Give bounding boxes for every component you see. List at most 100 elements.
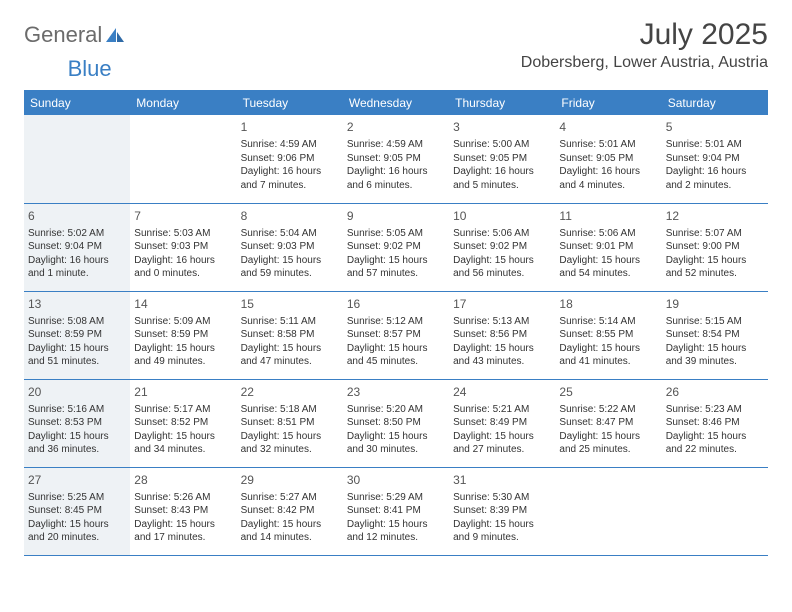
day-cell	[555, 467, 661, 555]
sunset-text: Sunset: 8:53 PM	[28, 416, 126, 430]
day-cell: 8Sunrise: 5:04 AMSunset: 9:03 PMDaylight…	[237, 203, 343, 291]
sunset-text: Sunset: 8:49 PM	[453, 416, 551, 430]
dayname-sunday: Sunday	[24, 91, 130, 116]
sunset-text: Sunset: 8:56 PM	[453, 328, 551, 342]
day-cell: 11 Sunrise: 5:06 AMSunset: 9:01 PMDayligh…	[555, 203, 661, 291]
sunrise-text: Sunrise: 5:06 AM	[559, 227, 657, 241]
day-number: 13	[28, 296, 126, 312]
sunset-text: Sunset: 8:52 PM	[134, 416, 232, 430]
sunrise-text: Sunrise: 5:20 AM	[347, 403, 445, 417]
day-number: 23	[347, 384, 445, 400]
day-number: 1	[241, 119, 339, 135]
sunrise-text: Sunrise: 5:09 AM	[134, 315, 232, 329]
calendar-table: SundayMondayTuesdayWednesdayThursdayFrid…	[24, 90, 768, 556]
day-number: 31	[453, 472, 551, 488]
daylight-text: Daylight: 16 hours and 7 minutes.	[241, 165, 339, 192]
daylight-text: Daylight: 15 hours and 36 minutes.	[28, 430, 126, 457]
day-number: 5	[666, 119, 764, 135]
day-cell: 3Sunrise: 5:00 AMSunset: 9:05 PMDaylight…	[449, 115, 555, 203]
day-cell: 29Sunrise: 5:27 AMSunset: 8:42 PMDayligh…	[237, 467, 343, 555]
dayname-thursday: Thursday	[449, 91, 555, 116]
daylight-text: Daylight: 15 hours and 14 minutes.	[241, 518, 339, 545]
sunset-text: Sunset: 8:46 PM	[666, 416, 764, 430]
day-cell: 28Sunrise: 5:26 AMSunset: 8:43 PMDayligh…	[130, 467, 236, 555]
sunrise-text: Sunrise: 5:18 AM	[241, 403, 339, 417]
daylight-text: Daylight: 16 hours and 0 minutes.	[134, 254, 232, 281]
daylight-text: Daylight: 15 hours and 22 minutes.	[666, 430, 764, 457]
day-cell: 16Sunrise: 5:12 AMSunset: 8:57 PMDayligh…	[343, 291, 449, 379]
sunrise-text: Sunrise: 5:22 AM	[559, 403, 657, 417]
day-cell: 18Sunrise: 5:14 AMSunset: 8:55 PMDayligh…	[555, 291, 661, 379]
sunrise-text: Sunrise: 5:02 AM	[28, 227, 126, 241]
sunset-text: Sunset: 9:02 PM	[453, 240, 551, 254]
day-number: 16	[347, 296, 445, 312]
daylight-text: Daylight: 15 hours and 17 minutes.	[134, 518, 232, 545]
daylight-text: Daylight: 15 hours and 47 minutes.	[241, 342, 339, 369]
sunset-text: Sunset: 9:01 PM	[559, 240, 657, 254]
day-number: 9	[347, 208, 445, 224]
day-cell: 24Sunrise: 5:21 AMSunset: 8:49 PMDayligh…	[449, 379, 555, 467]
day-number: 2	[347, 119, 445, 135]
day-cell: 7Sunrise: 5:03 AMSunset: 9:03 PMDaylight…	[130, 203, 236, 291]
week-row: 6Sunrise: 5:02 AMSunset: 9:04 PMDaylight…	[24, 203, 768, 291]
daylight-text: Daylight: 15 hours and 52 minutes.	[666, 254, 764, 281]
day-cell: 9Sunrise: 5:05 AMSunset: 9:02 PMDaylight…	[343, 203, 449, 291]
day-number: 12	[666, 208, 764, 224]
day-cell: 25Sunrise: 5:22 AMSunset: 8:47 PMDayligh…	[555, 379, 661, 467]
day-number: 11	[559, 208, 657, 224]
daylight-text: Daylight: 15 hours and 20 minutes.	[28, 518, 126, 545]
week-row: 20Sunrise: 5:16 AMSunset: 8:53 PMDayligh…	[24, 379, 768, 467]
sunset-text: Sunset: 8:54 PM	[666, 328, 764, 342]
sunrise-text: Sunrise: 5:05 AM	[347, 227, 445, 241]
daylight-text: Daylight: 15 hours and 49 minutes.	[134, 342, 232, 369]
daylight-text: Daylight: 15 hours and 41 minutes.	[559, 342, 657, 369]
day-cell: 31Sunrise: 5:30 AMSunset: 8:39 PMDayligh…	[449, 467, 555, 555]
week-row: 1Sunrise: 4:59 AMSunset: 9:06 PMDaylight…	[24, 115, 768, 203]
sunrise-text: Sunrise: 4:59 AM	[347, 138, 445, 152]
daylight-text: Daylight: 15 hours and 54 minutes.	[559, 254, 657, 281]
day-cell: 20Sunrise: 5:16 AMSunset: 8:53 PMDayligh…	[24, 379, 130, 467]
sunrise-text: Sunrise: 5:14 AM	[559, 315, 657, 329]
sunrise-text: Sunrise: 5:21 AM	[453, 403, 551, 417]
sunrise-text: Sunrise: 5:04 AM	[241, 227, 339, 241]
day-cell: 6Sunrise: 5:02 AMSunset: 9:04 PMDaylight…	[24, 203, 130, 291]
sunset-text: Sunset: 9:04 PM	[666, 152, 764, 166]
dayname-tuesday: Tuesday	[237, 91, 343, 116]
logo-word2: Blue	[68, 56, 112, 82]
day-number: 26	[666, 384, 764, 400]
daylight-text: Daylight: 16 hours and 2 minutes.	[666, 165, 764, 192]
day-number: 22	[241, 384, 339, 400]
day-cell: 4Sunrise: 5:01 AMSunset: 9:05 PMDaylight…	[555, 115, 661, 203]
day-number: 30	[347, 472, 445, 488]
sunset-text: Sunset: 9:03 PM	[134, 240, 232, 254]
sunset-text: Sunset: 9:00 PM	[666, 240, 764, 254]
day-cell: 15Sunrise: 5:11 AMSunset: 8:58 PMDayligh…	[237, 291, 343, 379]
sunset-text: Sunset: 8:57 PM	[347, 328, 445, 342]
sunrise-text: Sunrise: 5:17 AM	[134, 403, 232, 417]
daylight-text: Daylight: 16 hours and 4 minutes.	[559, 165, 657, 192]
daylight-text: Daylight: 16 hours and 6 minutes.	[347, 165, 445, 192]
sunset-text: Sunset: 9:05 PM	[453, 152, 551, 166]
day-number: 8	[241, 208, 339, 224]
sunset-text: Sunset: 8:51 PM	[241, 416, 339, 430]
sunrise-text: Sunrise: 5:26 AM	[134, 491, 232, 505]
day-cell: 10Sunrise: 5:06 AMSunset: 9:02 PMDayligh…	[449, 203, 555, 291]
sunset-text: Sunset: 9:02 PM	[347, 240, 445, 254]
sunrise-text: Sunrise: 5:23 AM	[666, 403, 764, 417]
sunrise-text: Sunrise: 5:15 AM	[666, 315, 764, 329]
sunset-text: Sunset: 9:04 PM	[28, 240, 126, 254]
sunrise-text: Sunrise: 5:07 AM	[666, 227, 764, 241]
daylight-text: Daylight: 15 hours and 25 minutes.	[559, 430, 657, 457]
day-cell: 26 Sunrise: 5:23 AMSunset: 8:46 PMDayligh…	[662, 379, 768, 467]
sunset-text: Sunset: 8:59 PM	[28, 328, 126, 342]
sunrise-text: Sunrise: 5:27 AM	[241, 491, 339, 505]
day-cell: 13Sunrise: 5:08 AMSunset: 8:59 PMDayligh…	[24, 291, 130, 379]
sunset-text: Sunset: 9:06 PM	[241, 152, 339, 166]
day-number: 18	[559, 296, 657, 312]
sunset-text: Sunset: 8:50 PM	[347, 416, 445, 430]
sunrise-text: Sunrise: 5:00 AM	[453, 138, 551, 152]
logo: General	[24, 22, 126, 48]
sunrise-text: Sunrise: 5:01 AM	[666, 138, 764, 152]
day-cell	[130, 115, 236, 203]
sunset-text: Sunset: 8:47 PM	[559, 416, 657, 430]
